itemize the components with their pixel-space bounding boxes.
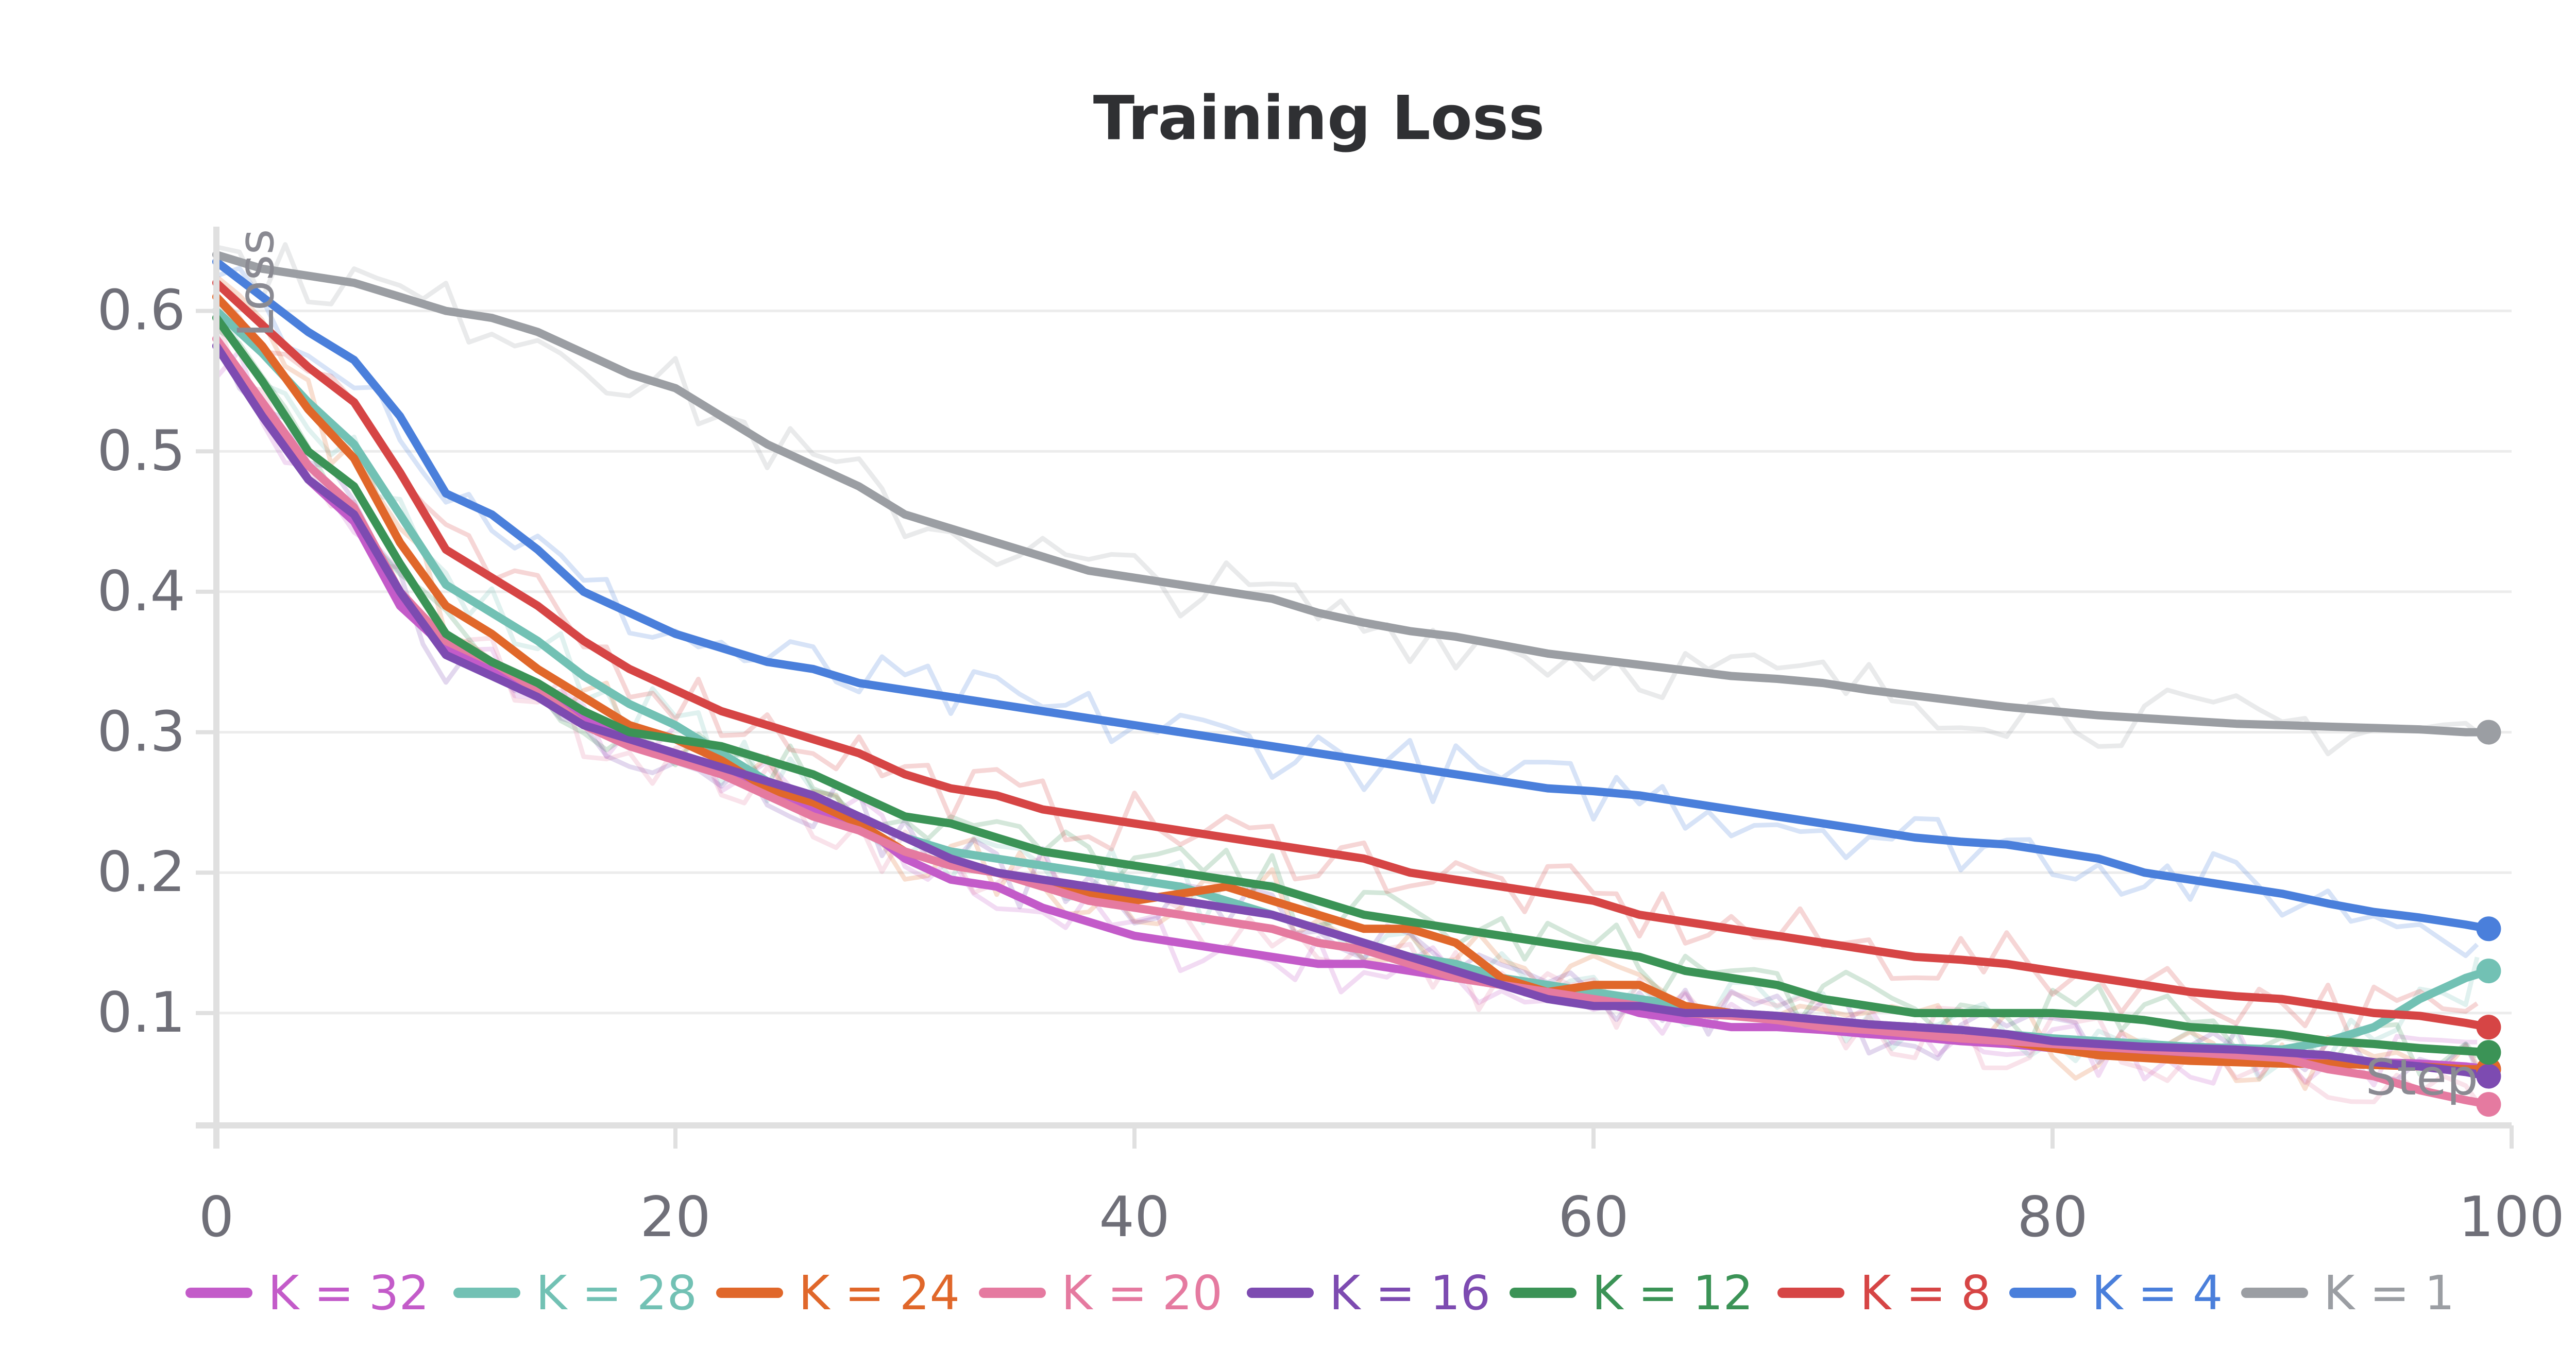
- x-tick-label: 0: [199, 1185, 234, 1250]
- raw-line-k12: [215, 327, 2479, 1077]
- series-line-k16: [212, 341, 2493, 1081]
- series-line-k8: [212, 279, 2493, 1032]
- legend-label: K = 32: [268, 1266, 429, 1321]
- series-line-k24: [212, 293, 2493, 1073]
- end-marker-k20: [2476, 1092, 2501, 1117]
- legend-label: K = 24: [799, 1266, 960, 1321]
- end-marker-k4: [2476, 916, 2501, 942]
- axes: [196, 227, 2514, 1149]
- end-marker-k28: [2476, 959, 2501, 984]
- x-tick-label: 40: [1099, 1185, 1170, 1250]
- series-end-markers: [2476, 720, 2501, 1117]
- raw-line-k8: [214, 293, 2479, 1042]
- series-line-k4: [212, 258, 2493, 933]
- legend-label: K = 8: [1860, 1266, 1991, 1321]
- x-axis-label: Step: [2365, 1049, 2478, 1106]
- end-marker-k8: [2476, 1015, 2501, 1040]
- legend: K = 32 K = 28 K = 24 K = 20 K = 16 K = 12 K = …: [185, 1266, 2454, 1321]
- end-marker-k16: [2476, 1064, 2501, 1089]
- x-tick-label: 100: [2459, 1185, 2565, 1250]
- legend-item-k20[interactable]: K = 20: [979, 1266, 1223, 1321]
- raw-series-lines: [214, 242, 2480, 1104]
- y-tick-label: 0.2: [97, 840, 185, 904]
- legend-item-k12[interactable]: K = 12: [1510, 1266, 1753, 1321]
- y-tick-label: 0.4: [97, 559, 185, 624]
- legend-item-k24[interactable]: K = 24: [716, 1266, 960, 1321]
- legend-item-k8[interactable]: K = 8: [1777, 1266, 1991, 1321]
- legend-label: K = 28: [536, 1266, 697, 1321]
- legend-label: K = 4: [2092, 1266, 2223, 1321]
- y-tick-label: 0.3: [97, 700, 185, 764]
- y-tick-label: 0.1: [97, 981, 185, 1045]
- legend-item-k32[interactable]: K = 32: [185, 1266, 429, 1321]
- x-tick-label: 80: [2017, 1185, 2088, 1250]
- legend-label: K = 12: [1592, 1266, 1753, 1321]
- series-line-k1: [212, 250, 2493, 737]
- y-tick-label: 0.6: [97, 279, 185, 343]
- x-tick-labels: 0 20 40 60 80 100: [199, 1185, 2565, 1250]
- end-marker-k12: [2476, 1040, 2501, 1065]
- legend-label: K = 1: [2324, 1266, 2454, 1321]
- raw-line-k4: [215, 266, 2479, 959]
- legend-item-k4[interactable]: K = 4: [2009, 1266, 2223, 1321]
- legend-label: K = 16: [1329, 1266, 1490, 1321]
- series-line-k12: [212, 314, 2493, 1057]
- y-tick-labels: 0.1 0.2 0.3 0.4 0.5 0.6: [97, 279, 185, 1045]
- legend-item-k28[interactable]: K = 28: [453, 1266, 697, 1321]
- y-tick-label: 0.5: [97, 419, 185, 483]
- chart-title: Training Loss: [1093, 82, 1545, 153]
- legend-label: K = 20: [1061, 1266, 1223, 1321]
- y-axis-label: Loss: [227, 229, 285, 337]
- end-marker-k1: [2476, 720, 2501, 745]
- legend-item-k16[interactable]: K = 16: [1247, 1266, 1490, 1321]
- smoothed-series-lines: [212, 250, 2493, 1109]
- x-tick-label: 20: [640, 1185, 710, 1250]
- legend-item-k1[interactable]: K = 1: [2241, 1266, 2454, 1321]
- x-tick-label: 60: [1558, 1185, 1629, 1250]
